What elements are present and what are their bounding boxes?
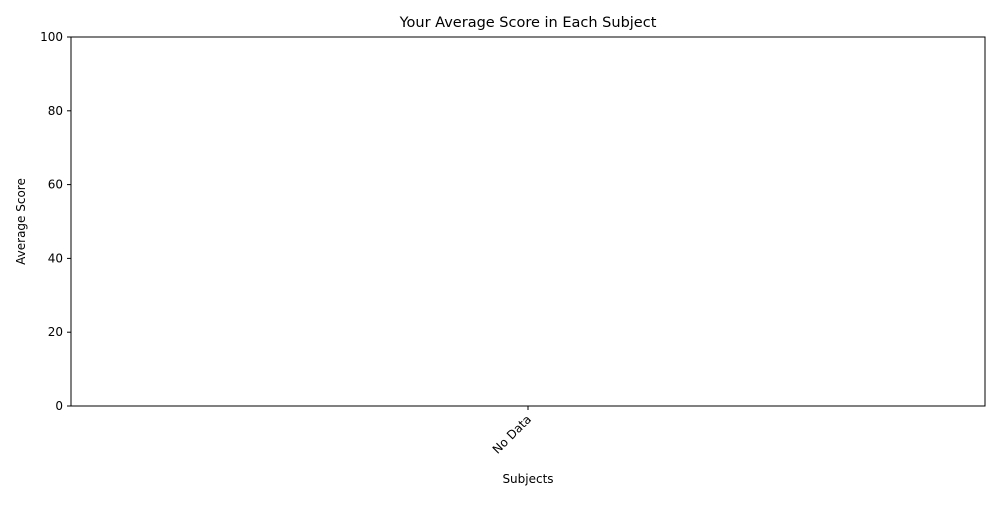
y-tick-label: 80 (48, 104, 63, 118)
y-tick-label: 40 (48, 251, 63, 265)
x-axis-label: Subjects (502, 472, 553, 486)
x-axis: No Data (490, 406, 534, 457)
plot-area (70, 36, 986, 407)
y-tick-label: 0 (55, 399, 63, 413)
y-axis: 0 20 40 60 80 100 (40, 30, 71, 413)
x-tick-label: No Data (490, 412, 534, 456)
chart-title: Your Average Score in Each Subject (399, 15, 657, 31)
y-tick-label: 60 (48, 178, 63, 192)
y-axis-label: Average Score (14, 178, 28, 265)
y-tick-label: 20 (48, 325, 63, 339)
y-tick-label: 100 (40, 30, 63, 44)
